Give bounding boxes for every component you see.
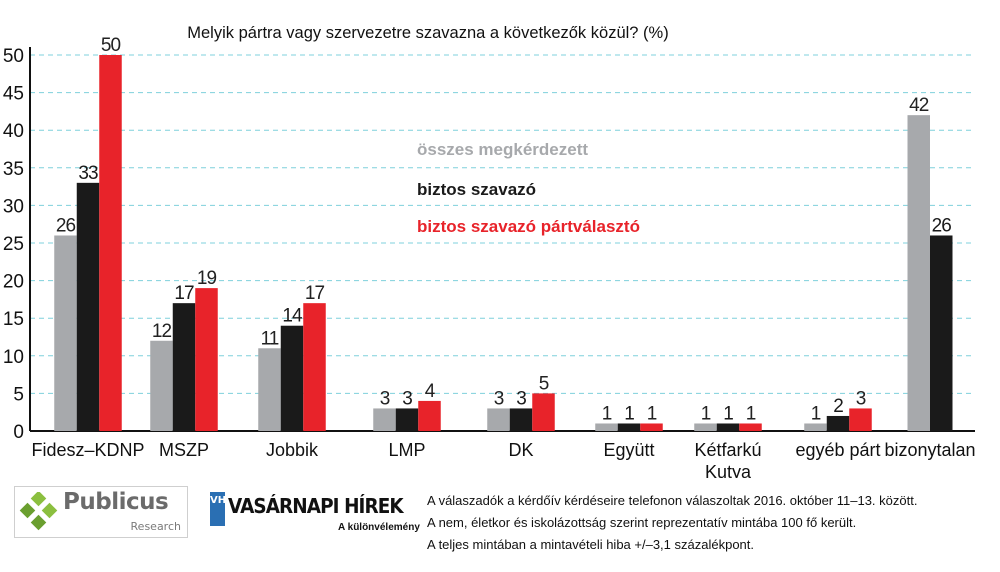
data-label: 3 bbox=[516, 388, 526, 409]
bar bbox=[804, 423, 827, 431]
data-label: 1 bbox=[647, 403, 657, 424]
x-tick-label: bizonytalan bbox=[884, 440, 975, 460]
x-tick-label: MSZP bbox=[159, 440, 209, 460]
y-tick-label: 10 bbox=[3, 347, 24, 368]
data-label: 19 bbox=[197, 268, 217, 289]
x-tick-label: Fidesz–KDNP bbox=[31, 440, 144, 460]
data-label: 1 bbox=[811, 403, 821, 424]
data-label: 3 bbox=[494, 388, 504, 409]
publicus-name: Publicus bbox=[63, 489, 169, 515]
bar bbox=[930, 235, 953, 431]
data-label: 12 bbox=[152, 321, 172, 342]
bar bbox=[373, 408, 396, 431]
x-tick-label: Együtt bbox=[603, 440, 654, 460]
data-label: 3 bbox=[856, 388, 866, 409]
bar bbox=[280, 325, 304, 431]
vh-title: VASÁRNAPI HÍREK bbox=[228, 494, 404, 518]
data-label: 17 bbox=[174, 283, 194, 304]
bar bbox=[195, 288, 218, 431]
x-tick-label: DK bbox=[508, 440, 533, 460]
chart-title: Melyik pártra vagy szervezetre szavazna … bbox=[187, 24, 668, 42]
footer: Publicus Research VH VASÁRNAPI HÍREK A k… bbox=[0, 478, 1000, 572]
vasarnapi-hirek-logo: VH VASÁRNAPI HÍREK A különvélemény bbox=[210, 492, 420, 536]
data-label: 1 bbox=[723, 403, 733, 424]
y-tick-label: 5 bbox=[13, 384, 24, 405]
y-tick-label: 45 bbox=[3, 84, 24, 105]
x-tick-label: Kétfarkú bbox=[694, 440, 761, 460]
y-tick-label: 15 bbox=[3, 309, 24, 330]
legend-entry: biztos szavazó bbox=[417, 180, 536, 199]
data-label: 26 bbox=[932, 215, 952, 236]
bar bbox=[739, 423, 762, 431]
bar bbox=[150, 340, 173, 431]
y-tick-label: 30 bbox=[3, 196, 24, 217]
data-label: 3 bbox=[380, 388, 390, 409]
bar bbox=[487, 408, 510, 431]
data-label: 2 bbox=[833, 396, 843, 417]
data-label: 1 bbox=[701, 403, 711, 424]
note-line: A válaszadók a kérdőív kérdéseire telefo… bbox=[427, 493, 918, 508]
bar bbox=[595, 423, 618, 431]
note-line: A teljes mintában a mintavételi hiba +/–… bbox=[427, 537, 755, 552]
methodology-notes: A válaszadók a kérdőív kérdéseire telefo… bbox=[427, 490, 987, 556]
x-tick-label: egyéb párt bbox=[795, 440, 880, 460]
y-tick-label: 40 bbox=[3, 121, 24, 142]
note-line: A nem, életkor és iskolázottság szerint … bbox=[427, 515, 857, 530]
x-tick-label: Jobbik bbox=[266, 440, 319, 460]
bar bbox=[826, 415, 850, 431]
data-label: 3 bbox=[402, 388, 412, 409]
y-tick-label: 20 bbox=[3, 272, 24, 293]
bar bbox=[395, 408, 419, 431]
y-tick-label: 35 bbox=[3, 159, 24, 180]
bar bbox=[99, 55, 122, 431]
vh-badge: VH bbox=[210, 492, 226, 526]
bar bbox=[617, 423, 641, 431]
legend-entry: összes megkérdezett bbox=[417, 140, 588, 159]
data-label: 5 bbox=[539, 373, 549, 394]
vh-subtitle: A különvélemény bbox=[338, 522, 420, 533]
bar bbox=[640, 423, 663, 431]
y-tick-label: 25 bbox=[3, 234, 24, 255]
bar bbox=[694, 423, 717, 431]
publicus-diamond-icon bbox=[19, 492, 58, 531]
bar bbox=[509, 408, 533, 431]
bar bbox=[907, 115, 930, 431]
y-tick-label: 50 bbox=[3, 46, 24, 67]
data-label: 1 bbox=[602, 403, 612, 424]
bar bbox=[849, 408, 872, 431]
data-label: 1 bbox=[624, 403, 634, 424]
bar bbox=[303, 303, 326, 431]
data-label: 4 bbox=[425, 381, 436, 402]
data-label: 17 bbox=[305, 283, 325, 304]
data-label: 11 bbox=[261, 328, 279, 349]
data-label: 26 bbox=[56, 215, 76, 236]
data-label: 14 bbox=[282, 306, 303, 327]
data-label: 1 bbox=[746, 403, 756, 424]
publicus-sub: Research bbox=[130, 520, 181, 533]
legend-entry: biztos szavazó pártválasztó bbox=[417, 217, 640, 236]
x-tick-label: LMP bbox=[388, 440, 425, 460]
bar bbox=[418, 400, 441, 431]
data-label: 50 bbox=[101, 35, 121, 56]
bar bbox=[172, 303, 196, 431]
data-label: 42 bbox=[909, 95, 929, 116]
bar bbox=[716, 423, 740, 431]
bar bbox=[258, 348, 281, 431]
bar bbox=[532, 393, 555, 431]
publicus-logo: Publicus Research bbox=[14, 486, 188, 538]
bar bbox=[54, 235, 77, 431]
data-label: 33 bbox=[78, 163, 98, 184]
x-tick-label: Kutya bbox=[705, 462, 752, 478]
bar bbox=[76, 182, 100, 431]
y-tick-label: 0 bbox=[13, 422, 24, 443]
